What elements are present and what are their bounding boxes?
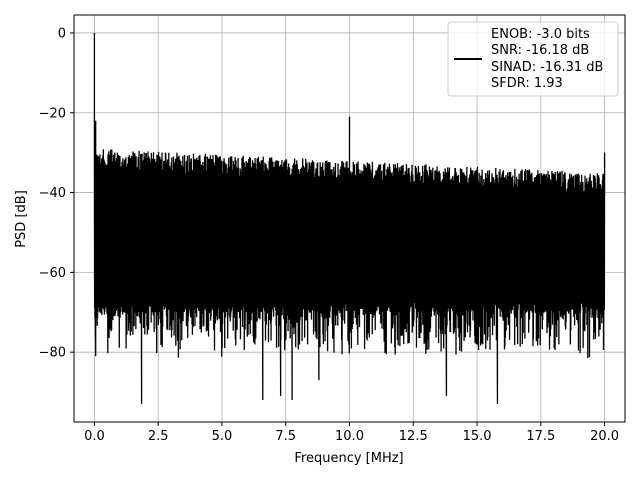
series-psd [93,32,606,405]
x-tick-label: 10.0 [335,429,364,444]
y-tick-label: −60 [39,266,66,281]
x-tick-label: 0.0 [84,429,105,444]
x-axis-ticks: 0.0 2.5 5.0 7.5 10.0 12.5 15.0 17.5 20.0 [84,422,619,444]
legend-entry-snr: SNR: -16.18 dB [491,43,589,58]
y-tick-label: −80 [39,346,66,361]
x-tick-label: 17.5 [526,429,555,444]
x-tick-label: 5.0 [212,429,233,444]
legend: ENOB: -3.0 bits SNR: -16.18 dB SINAD: -1… [447,21,619,97]
legend-box [447,21,619,97]
y-tick-label: −40 [39,186,66,201]
psd-line [93,32,606,405]
y-tick-label: 0 [58,26,66,41]
legend-entry-sinad: SINAD: -16.31 dB [491,60,603,75]
y-axis-ticks: 0 −20 −40 −60 −80 [39,26,74,361]
legend-entry-enob: ENOB: -3.0 bits [491,27,590,42]
y-axis-label: PSD [dB] [14,190,29,248]
legend-entry-sfdr: SFDR: 1.93 [491,76,563,91]
x-tick-label: 15.0 [463,429,492,444]
x-tick-label: 7.5 [275,429,296,444]
x-tick-label: 12.5 [399,429,428,444]
y-tick-label: −20 [39,106,66,121]
x-tick-label: 20.0 [590,429,619,444]
x-axis-label: Frequency [MHz] [294,451,403,466]
x-tick-label: 2.5 [148,429,169,444]
